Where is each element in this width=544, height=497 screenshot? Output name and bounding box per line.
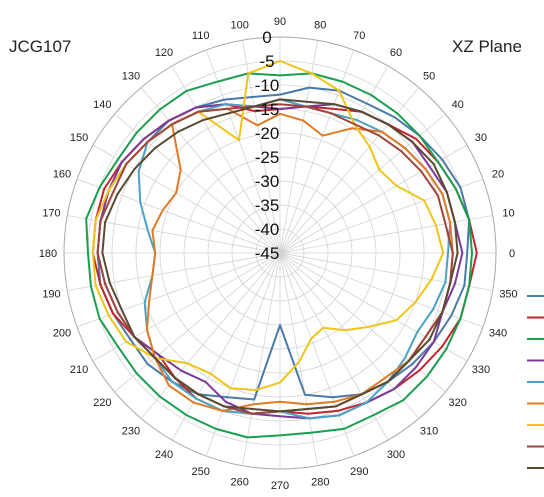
angle-tick-label: 130 — [122, 70, 140, 82]
polar-grid — [63, 36, 497, 470]
grid-spoke — [279, 252, 355, 457]
angle-tick-label: 100 — [231, 20, 249, 32]
grid-spoke — [67, 252, 281, 291]
grid-spoke — [279, 215, 493, 254]
radial-tick-label: -35 — [255, 196, 280, 215]
grid-spoke — [140, 87, 281, 254]
angle-tick-label: 150 — [70, 132, 88, 144]
grid-spoke — [76, 178, 281, 254]
angle-tick-label: 90 — [274, 16, 286, 28]
angle-tick-label: 80 — [314, 20, 326, 32]
grid-spoke — [279, 144, 468, 254]
angle-tick-label: 60 — [390, 47, 402, 59]
series-layer — [85, 60, 478, 439]
grid-spoke — [279, 65, 389, 254]
grid-spoke — [205, 49, 281, 254]
angle-tick-label: 280 — [311, 477, 329, 489]
angle-tick-label: 70 — [353, 30, 365, 42]
radial-tick-label: -40 — [255, 220, 280, 239]
grid-spoke — [279, 252, 389, 441]
angle-tick-label: 310 — [420, 426, 438, 438]
angle-tick-label: 330 — [472, 364, 490, 376]
angle-tick-label: 230 — [122, 426, 140, 438]
angle-tick-label: 210 — [70, 364, 88, 376]
grid-spoke — [92, 144, 281, 254]
chart-title-left: JCG107 — [9, 37, 71, 56]
angle-tick-label: 20 — [492, 169, 504, 181]
grid-spoke — [279, 49, 355, 254]
angle-tick-label: 350 — [499, 288, 517, 300]
grid-spoke — [67, 215, 281, 254]
angle-tick-label: 340 — [489, 327, 507, 339]
grid-spoke — [242, 252, 281, 466]
radial-tick-label: -30 — [255, 172, 280, 191]
angle-tick-label: 250 — [192, 466, 210, 478]
angle-tick-label: 270 — [271, 480, 289, 492]
grid-spoke — [76, 252, 281, 328]
grid-spoke — [114, 113, 281, 254]
angle-tick-label: 160 — [53, 169, 71, 181]
radial-tick-label: -15 — [255, 100, 280, 119]
grid-spoke — [279, 178, 484, 254]
series-line-3 — [85, 72, 473, 439]
angle-tick-label: 300 — [387, 449, 405, 461]
angle-tick-label: 240 — [155, 449, 173, 461]
chart-title-right: XZ Plane — [452, 37, 522, 56]
radial-labels: 0 -5 -10 -15 -20 -25 -30 -35 -40 -45 — [255, 28, 280, 263]
grid-spoke — [140, 252, 281, 419]
grid-spoke — [171, 252, 281, 441]
angle-tick-label: 120 — [155, 47, 173, 59]
grid-spoke — [114, 252, 281, 393]
angle-tick-label: 290 — [350, 466, 368, 478]
grid-spoke — [279, 40, 318, 254]
angle-tick-label: 110 — [192, 30, 210, 42]
grid-spoke — [279, 252, 493, 291]
angle-labels: 0 10 20 30 40 50 60 70 80 90 100 110 120 130 140 150 160… — [39, 16, 518, 492]
grid-spoke — [92, 252, 281, 362]
radial-tick-label: -10 — [255, 76, 280, 95]
radial-tick-label: -5 — [259, 52, 274, 71]
grid-spoke — [279, 87, 420, 254]
angle-tick-label: 10 — [502, 208, 514, 220]
grid-spoke — [279, 252, 468, 362]
grid-spoke — [279, 252, 318, 466]
angle-tick-label: 190 — [42, 288, 60, 300]
angle-tick-label: 0 — [509, 248, 515, 260]
grid-spoke — [205, 252, 281, 457]
radial-tick-label: -20 — [255, 124, 280, 143]
grid-spoke — [171, 65, 281, 254]
angle-tick-label: 260 — [231, 477, 249, 489]
radial-tick-label: -45 — [255, 244, 280, 263]
angle-tick-label: 180 — [39, 248, 57, 260]
grid-spoke — [279, 252, 484, 328]
angle-tick-label: 40 — [452, 99, 464, 111]
angle-tick-label: 220 — [93, 397, 111, 409]
grid-spoke — [279, 252, 420, 419]
angle-tick-label: 170 — [42, 208, 60, 220]
angle-tick-label: 140 — [93, 99, 111, 111]
series-line-9 — [101, 98, 459, 413]
legend — [527, 295, 544, 469]
angle-tick-label: 200 — [53, 327, 71, 339]
grid-spoke — [279, 252, 446, 393]
angle-tick-label: 30 — [475, 132, 487, 144]
radial-tick-label: -25 — [255, 148, 280, 167]
radial-tick-label: 0 — [262, 28, 271, 47]
angle-tick-label: 50 — [423, 70, 435, 82]
angle-tick-label: 320 — [449, 397, 467, 409]
grid-spoke — [279, 113, 446, 254]
